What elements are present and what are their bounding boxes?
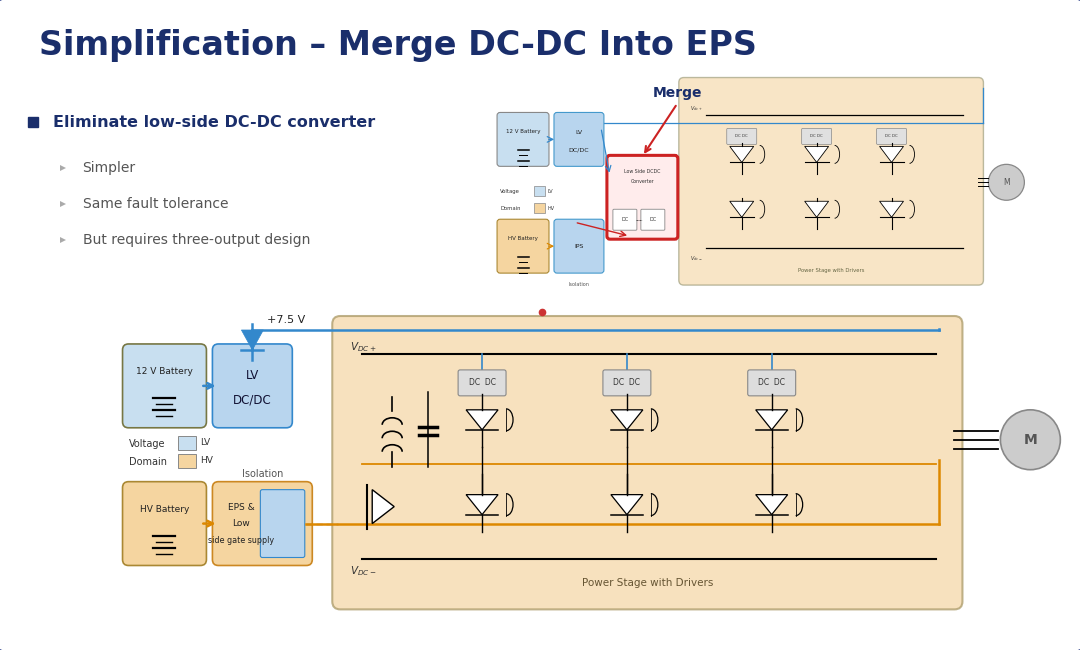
- FancyBboxPatch shape: [122, 482, 206, 566]
- Polygon shape: [373, 489, 394, 523]
- Text: Isolation: Isolation: [568, 281, 590, 287]
- Text: LV: LV: [576, 130, 582, 135]
- Text: Power Stage with Drivers: Power Stage with Drivers: [798, 268, 864, 272]
- Text: Low: Low: [232, 519, 251, 528]
- Text: Domain: Domain: [500, 206, 521, 211]
- Text: Low Side DCDC: Low Side DCDC: [624, 169, 661, 174]
- Text: Merge: Merge: [652, 86, 702, 101]
- Text: DC/DC: DC/DC: [233, 394, 272, 407]
- FancyBboxPatch shape: [333, 316, 962, 610]
- Bar: [534, 203, 545, 213]
- Polygon shape: [756, 495, 787, 515]
- Text: EPS &: EPS &: [228, 503, 255, 512]
- Text: +7.5 V: +7.5 V: [268, 315, 306, 325]
- Text: $V_{dc+}$: $V_{dc+}$: [690, 104, 702, 113]
- Text: M: M: [1024, 433, 1037, 447]
- Text: Domain: Domain: [129, 457, 166, 467]
- FancyBboxPatch shape: [554, 112, 604, 166]
- Text: HV Battery: HV Battery: [508, 235, 538, 240]
- Text: DC DC: DC DC: [735, 135, 748, 138]
- Text: HV: HV: [548, 206, 555, 211]
- Text: $V_{DC-}$: $V_{DC-}$: [350, 565, 377, 578]
- Text: 12 V Battery: 12 V Battery: [136, 367, 193, 376]
- Text: LV: LV: [548, 188, 554, 194]
- FancyBboxPatch shape: [607, 155, 678, 239]
- Text: DC: DC: [649, 217, 657, 222]
- Polygon shape: [805, 202, 828, 217]
- FancyBboxPatch shape: [213, 482, 312, 566]
- Polygon shape: [879, 202, 904, 217]
- Text: DC  DC: DC DC: [613, 378, 640, 387]
- Polygon shape: [730, 202, 754, 217]
- Polygon shape: [467, 410, 498, 430]
- Text: +15/-4V: +15/-4V: [268, 508, 313, 519]
- FancyBboxPatch shape: [603, 370, 651, 396]
- FancyBboxPatch shape: [554, 219, 604, 273]
- Text: LV: LV: [246, 369, 259, 382]
- Text: M: M: [1003, 178, 1010, 187]
- Text: Simpler: Simpler: [82, 161, 136, 176]
- FancyBboxPatch shape: [497, 112, 549, 166]
- Polygon shape: [805, 146, 828, 162]
- FancyBboxPatch shape: [613, 209, 637, 230]
- FancyBboxPatch shape: [679, 77, 984, 285]
- Text: Power Stage with Drivers: Power Stage with Drivers: [582, 578, 713, 588]
- Polygon shape: [467, 495, 498, 515]
- Text: Voltage: Voltage: [500, 188, 519, 194]
- Text: Voltage: Voltage: [129, 439, 165, 448]
- Text: DC  DC: DC DC: [758, 378, 785, 387]
- FancyBboxPatch shape: [877, 129, 906, 144]
- Polygon shape: [730, 146, 754, 162]
- FancyBboxPatch shape: [497, 219, 549, 273]
- Text: DC  DC: DC DC: [469, 378, 496, 387]
- Circle shape: [1000, 410, 1061, 470]
- Circle shape: [988, 164, 1024, 200]
- Text: HV Battery: HV Battery: [139, 504, 189, 514]
- Bar: [178, 436, 197, 450]
- Text: 12 V Battery: 12 V Battery: [505, 129, 540, 134]
- Bar: [178, 454, 197, 468]
- Polygon shape: [611, 495, 643, 515]
- Text: DC DC: DC DC: [810, 135, 823, 138]
- Text: DC DC: DC DC: [886, 135, 897, 138]
- FancyBboxPatch shape: [801, 129, 832, 144]
- Polygon shape: [242, 330, 264, 350]
- Bar: [534, 187, 545, 196]
- Text: Same fault tolerance: Same fault tolerance: [82, 197, 228, 211]
- Text: side gate supply: side gate supply: [208, 536, 274, 545]
- Text: HV: HV: [201, 456, 214, 465]
- Polygon shape: [879, 146, 904, 162]
- Text: Converter: Converter: [631, 179, 654, 184]
- FancyBboxPatch shape: [260, 489, 305, 558]
- FancyBboxPatch shape: [640, 209, 665, 230]
- Text: $V_{DC+}$: $V_{DC+}$: [350, 340, 377, 354]
- Text: Eliminate low-side DC-DC converter: Eliminate low-side DC-DC converter: [53, 115, 375, 130]
- Text: LV: LV: [201, 438, 211, 447]
- Text: But requires three-output design: But requires three-output design: [82, 233, 310, 247]
- FancyBboxPatch shape: [458, 370, 507, 396]
- Text: Simplification – Merge DC-DC Into EPS: Simplification – Merge DC-DC Into EPS: [39, 29, 756, 62]
- Text: DC/DC: DC/DC: [569, 148, 590, 153]
- Polygon shape: [756, 410, 787, 430]
- Text: IPS: IPS: [575, 244, 583, 249]
- Text: DC: DC: [621, 217, 629, 222]
- FancyBboxPatch shape: [122, 344, 206, 428]
- FancyBboxPatch shape: [727, 129, 757, 144]
- Text: $V_{dc-}$: $V_{dc-}$: [690, 254, 702, 263]
- FancyBboxPatch shape: [747, 370, 796, 396]
- FancyBboxPatch shape: [213, 344, 293, 428]
- Text: Isolation: Isolation: [242, 469, 283, 478]
- Polygon shape: [611, 410, 643, 430]
